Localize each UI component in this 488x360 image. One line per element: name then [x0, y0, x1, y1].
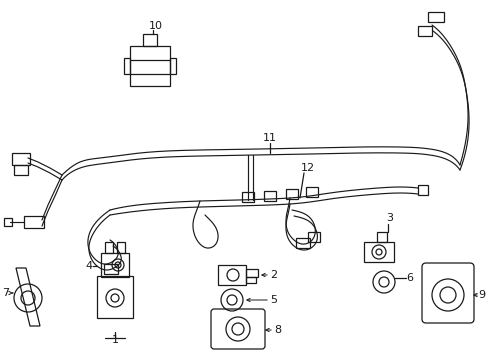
Text: 2: 2 [270, 270, 277, 280]
Bar [417, 185, 427, 195]
Bar [218, 265, 245, 285]
Text: 3: 3 [386, 213, 393, 223]
Text: 1: 1 [111, 335, 118, 345]
Text: 5: 5 [270, 295, 277, 305]
Bar [14, 165, 28, 175]
Bar [295, 238, 309, 248]
Text: 8: 8 [274, 325, 281, 335]
Bar [264, 191, 275, 201]
Text: 7: 7 [2, 288, 10, 298]
Bar [104, 264, 118, 274]
Text: 11: 11 [263, 133, 276, 143]
Bar [427, 12, 443, 22]
Bar [363, 242, 393, 262]
Bar [307, 232, 319, 242]
Bar [97, 276, 133, 318]
Bar [142, 34, 157, 46]
Bar [285, 189, 297, 199]
Bar [101, 253, 129, 277]
Bar [124, 58, 130, 74]
Bar [242, 192, 253, 202]
Bar [245, 277, 256, 283]
Text: 6: 6 [406, 273, 413, 283]
Bar [170, 58, 176, 74]
Bar [4, 218, 12, 226]
Bar [376, 232, 386, 242]
Bar [305, 187, 317, 197]
Bar [24, 216, 44, 228]
Text: 10: 10 [149, 21, 163, 31]
Bar [117, 242, 125, 253]
Bar [12, 153, 30, 165]
Bar [417, 26, 431, 36]
Text: 9: 9 [477, 290, 485, 300]
Bar [245, 269, 258, 277]
Bar [105, 242, 113, 253]
Bar [130, 46, 170, 86]
Text: 4: 4 [85, 261, 92, 271]
Text: 12: 12 [300, 163, 314, 173]
